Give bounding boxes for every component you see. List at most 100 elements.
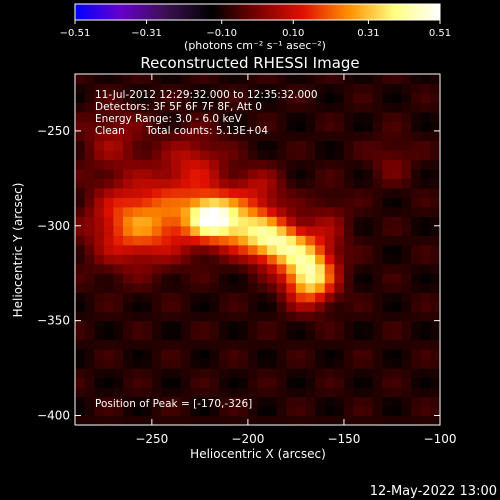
heatmap-cell xyxy=(151,216,163,227)
heatmap-cell xyxy=(363,149,374,160)
heatmap-cell xyxy=(219,187,230,198)
heatmap-cell xyxy=(430,377,441,388)
heatmap-cell xyxy=(324,320,335,331)
heatmap-cell xyxy=(123,206,134,217)
heatmap-cell xyxy=(238,121,249,132)
heatmap-cell xyxy=(142,130,153,142)
heatmap-cell xyxy=(113,282,124,293)
heatmap-cell xyxy=(113,387,124,398)
heatmap-cell xyxy=(401,149,412,160)
heatmap-cell xyxy=(411,178,422,189)
heatmap-cell xyxy=(151,282,163,293)
heatmap-cell xyxy=(420,292,431,303)
heatmap-cell xyxy=(84,74,95,85)
heatmap-cell xyxy=(420,187,431,198)
heatmap-cell xyxy=(257,168,268,179)
heatmap-cell xyxy=(276,292,287,303)
heatmap-cell xyxy=(343,102,355,113)
heatmap-cell xyxy=(238,415,249,426)
heatmap-cell xyxy=(334,149,345,160)
heatmap-cell xyxy=(219,320,230,331)
heatmap-cell xyxy=(430,254,441,265)
heatmap-cell xyxy=(151,102,163,113)
heatmap-cell xyxy=(209,111,220,123)
heatmap-cell xyxy=(209,140,220,151)
heatmap-cell xyxy=(430,225,441,236)
heatmap-cell xyxy=(420,406,431,417)
heatmap-cell xyxy=(372,282,383,293)
heatmap-cell xyxy=(123,74,134,85)
heatmap-cell xyxy=(295,311,307,322)
heatmap-cell xyxy=(142,282,153,293)
heatmap-cell xyxy=(199,74,211,85)
heatmap-cell xyxy=(84,301,95,312)
heatmap-cell xyxy=(219,254,230,265)
heatmap-cell xyxy=(238,396,249,407)
heatmap-cell xyxy=(257,282,268,293)
heatmap-cell xyxy=(199,387,211,398)
heatmap-cell xyxy=(411,377,422,388)
heatmap-cell xyxy=(353,187,364,198)
heatmap-cell xyxy=(219,282,230,293)
heatmap-cell xyxy=(391,377,403,388)
heatmap-cell xyxy=(247,92,259,104)
heatmap-cell xyxy=(391,263,403,274)
heatmap-cell xyxy=(430,282,441,293)
heatmap-cell xyxy=(276,349,287,360)
heatmap-cell xyxy=(257,387,268,398)
heatmap-cell xyxy=(286,415,297,426)
heatmap-cell xyxy=(209,349,220,360)
heatmap-cell xyxy=(430,102,441,113)
heatmap-cell xyxy=(228,140,239,151)
heatmap-cell xyxy=(94,130,105,142)
heatmap-cell xyxy=(401,83,412,94)
heatmap-cell xyxy=(353,263,364,274)
heatmap-cell xyxy=(209,130,220,142)
heatmap-cell xyxy=(257,121,268,132)
heatmap-cell xyxy=(171,415,182,426)
heatmap-cell xyxy=(411,358,422,369)
heatmap-cell xyxy=(295,244,307,255)
heatmap-cell xyxy=(315,368,326,379)
heatmap-cell xyxy=(391,349,403,360)
heatmap-cell xyxy=(401,244,412,255)
heatmap-cell xyxy=(372,225,383,236)
heatmap-cell xyxy=(161,121,172,132)
heatmap-cell xyxy=(257,130,268,142)
heatmap-cell xyxy=(151,92,163,104)
heatmap-cell xyxy=(286,74,297,85)
heatmap-cell xyxy=(132,130,143,142)
heatmap-cell xyxy=(238,92,249,104)
heatmap-cell xyxy=(171,206,182,217)
heatmap-cell xyxy=(84,225,95,236)
heatmap-cell xyxy=(334,92,345,104)
heatmap-cell xyxy=(219,292,230,303)
heatmap-cell xyxy=(324,273,335,284)
heatmap-cell xyxy=(103,387,115,398)
heatmap-cell xyxy=(382,358,393,369)
heatmap-cell xyxy=(257,206,268,217)
heatmap-cell xyxy=(324,254,335,265)
heatmap-cell xyxy=(84,273,95,284)
heatmap-cell xyxy=(190,83,201,94)
heatmap-cell xyxy=(334,121,345,132)
heatmap-cell xyxy=(343,368,355,379)
heatmap-cell xyxy=(430,263,441,274)
heatmap-cell xyxy=(132,358,143,369)
heatmap-cell xyxy=(286,149,297,160)
heatmap-cell xyxy=(103,140,115,151)
heatmap-cell xyxy=(75,415,86,426)
heatmap-cell xyxy=(411,311,422,322)
heatmap-cell xyxy=(247,206,259,217)
heatmap-cell xyxy=(334,282,345,293)
heatmap-cell xyxy=(209,292,220,303)
heatmap-cell xyxy=(411,197,422,208)
heatmap-cell xyxy=(430,415,441,426)
heatmap-cell xyxy=(103,339,115,350)
heatmap-cell xyxy=(84,140,95,151)
heatmap-cell xyxy=(180,349,191,360)
heatmap-cell xyxy=(430,121,441,132)
heatmap-cell xyxy=(353,235,364,246)
heatmap-cell xyxy=(180,406,191,417)
heatmap-cell xyxy=(228,235,239,246)
